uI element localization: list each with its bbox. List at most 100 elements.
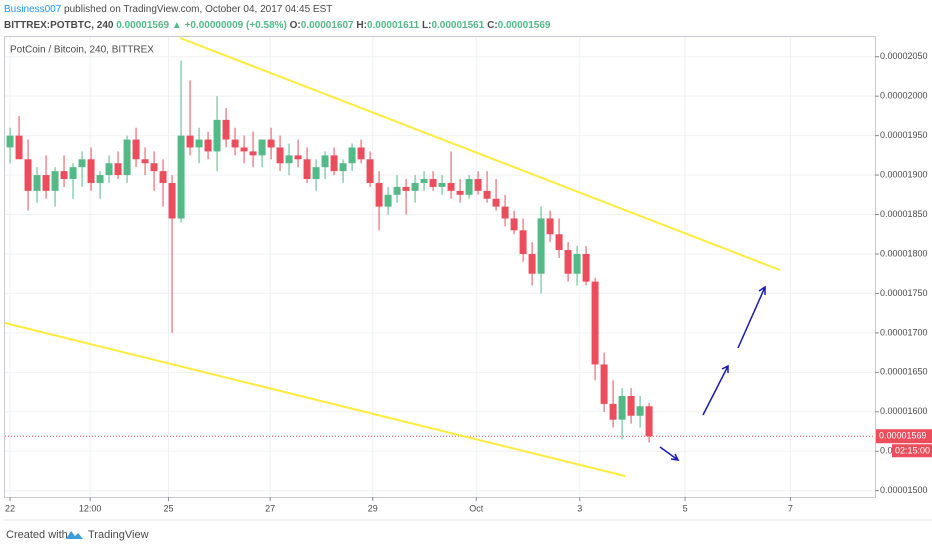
candle-body — [627, 396, 635, 416]
candle-body — [483, 190, 491, 199]
candle-body — [546, 218, 554, 235]
x-tick-label: 12:00 — [79, 503, 102, 513]
candle-body — [285, 155, 293, 164]
candle-body — [339, 163, 347, 172]
trend-line-lower — [4, 322, 626, 477]
candle-body — [249, 151, 257, 156]
candle-body — [204, 139, 212, 152]
candle-body — [420, 179, 428, 183]
candle-body — [321, 155, 329, 168]
x-tick-label: 22 — [5, 503, 15, 513]
candle-body — [384, 194, 392, 207]
candle-body — [105, 163, 113, 176]
logo — [66, 531, 83, 539]
candle-body — [240, 147, 248, 152]
candle-body — [78, 159, 86, 168]
candle-body — [510, 218, 518, 231]
candle-body — [609, 403, 617, 420]
svg-text:Business007 published on Tradi: Business007 published on TradingView.com… — [4, 4, 332, 15]
chart-title: PotCoin / Bitcoin, 240, BITTREX — [10, 45, 154, 56]
candle-body — [600, 364, 608, 404]
footer-brand[interactable]: TradingView — [88, 529, 149, 541]
candle-body — [411, 182, 419, 191]
candle-body — [42, 175, 50, 191]
arrow: ▲ — [172, 20, 182, 31]
h: 0.00001611 — [367, 20, 420, 31]
candle-body — [294, 155, 302, 160]
candle-body — [519, 230, 527, 254]
candle-body — [150, 163, 158, 172]
countdown-box — [892, 444, 932, 458]
candle-body — [357, 147, 365, 160]
trend-line-upper — [179, 37, 781, 271]
published: published on TradingView.com, October 04… — [64, 4, 332, 15]
candle-body — [528, 253, 536, 274]
candle-body — [330, 155, 338, 172]
candle-body — [87, 159, 95, 183]
x-tick-label: 7 — [788, 503, 793, 513]
candle-body — [456, 190, 464, 195]
y-tick-label: 0.00001500 — [880, 485, 928, 495]
candle-body — [645, 406, 653, 437]
candle-body — [114, 163, 122, 176]
candle-body — [222, 119, 230, 140]
author[interactable]: Business007 — [4, 4, 62, 15]
candle-body — [573, 253, 581, 274]
last: 0.00001569 — [116, 20, 169, 31]
candle-body — [312, 167, 320, 180]
countdown-label: 02:15:00 — [895, 446, 930, 456]
y-tick-label: 0.00001700 — [880, 327, 928, 337]
h-label: H: — [356, 20, 367, 31]
candle-body — [366, 159, 374, 183]
candle-body — [51, 171, 59, 191]
candle-body — [564, 250, 572, 274]
candle-body — [159, 171, 167, 183]
footer-created: Created with — [6, 529, 68, 541]
candle-body — [60, 171, 68, 180]
candle-body — [303, 159, 311, 180]
candle-body — [33, 175, 41, 191]
l: 0.00001561 — [431, 20, 484, 31]
last-price-label: 0.00001569 — [879, 431, 927, 441]
candle-body — [195, 139, 203, 148]
candle-body — [429, 179, 437, 187]
l-label: L: — [422, 20, 431, 31]
legend: BITTREX:POTBTC, 240 0.00001569 ▲ +0.0000… — [4, 20, 551, 31]
candle-body — [258, 139, 266, 156]
candle-body — [375, 182, 383, 207]
last-price-box — [876, 429, 932, 444]
candle-body — [96, 175, 104, 183]
candle-body — [447, 182, 455, 191]
candle-body — [177, 135, 185, 219]
candle-body — [24, 159, 32, 191]
y-tick-label: 0.00001750 — [880, 288, 928, 298]
y-tick-label: 0.00001950 — [880, 130, 928, 140]
candle-body — [69, 167, 77, 180]
y-tick-label: 0.00002000 — [880, 91, 928, 101]
candle-body — [438, 182, 446, 187]
y-tick-label: 0.00001600 — [880, 406, 928, 416]
x-tick-label: 3 — [577, 503, 582, 513]
x-tick-label: 27 — [265, 503, 275, 513]
candle-body — [213, 119, 221, 152]
o: 0.00001607 — [301, 20, 354, 31]
candle-body — [465, 179, 473, 195]
change: +0.00000009 (+0.58%) — [185, 20, 287, 31]
candle-body — [474, 179, 482, 191]
candle-body — [501, 206, 509, 219]
candle-body — [15, 135, 23, 160]
y-tick-label: 0.00001900 — [880, 169, 928, 179]
candle-body — [132, 139, 140, 160]
candle-body — [492, 198, 500, 207]
candle-body — [276, 147, 284, 164]
x-tick-label: 25 — [163, 503, 173, 513]
y-tick-label: 0.00001800 — [880, 248, 928, 258]
candle-body — [537, 218, 545, 274]
candle-body — [582, 253, 590, 282]
y-tick-label: 0.00001850 — [880, 209, 928, 219]
candle-body — [267, 139, 275, 148]
arrow — [737, 285, 766, 349]
candle-body — [555, 234, 563, 251]
